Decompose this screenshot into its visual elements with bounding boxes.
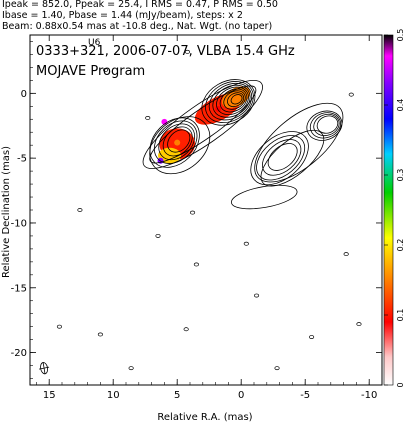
colorbar-tick-label: 0.4 (396, 99, 405, 112)
pol-fill-core-edge (221, 86, 251, 109)
contour-level (223, 90, 246, 110)
jet-envelope-contour (231, 184, 298, 210)
y-tick-label: 0 (21, 89, 27, 100)
y-axis: 0 -5 -10 -15 -20 (11, 41, 382, 379)
noise-contour (183, 327, 189, 332)
contour-level (256, 135, 306, 181)
y-tick-label: -15 (11, 283, 27, 294)
x-tick-label: -10 (361, 390, 377, 401)
jet-envelope-contour (254, 102, 344, 183)
noise-contour (356, 322, 362, 327)
noise-contour (274, 366, 280, 371)
contour-level (261, 139, 302, 176)
noise-contour (190, 210, 196, 215)
noise-contour (254, 293, 260, 298)
contour-level (230, 94, 243, 105)
noise-contours (56, 49, 362, 371)
colorbar-tick-label: 0.1 (396, 309, 405, 322)
y-axis-label: Relative Declination (mas) (1, 146, 12, 278)
contour-level (205, 81, 254, 123)
contour-level (219, 88, 248, 113)
colorbar-tick-label: 0 (396, 382, 405, 387)
noise-contour (309, 335, 315, 339)
jet-envelope-contour (149, 116, 211, 175)
y-tick-label: -20 (11, 348, 27, 359)
header-line-1: Ipeak = 852.0, Ppeak = 25.4, I RMS = 0.4… (2, 0, 278, 10)
noise-contour (102, 68, 109, 72)
plot-title: 0333+321, 2006-07-07, VLBA 15.4 GHz (36, 44, 295, 59)
noise-contour (348, 92, 354, 97)
beam-marker (39, 362, 50, 375)
x-tick-label: -5 (300, 390, 310, 401)
colorbar-tick-label: 0.3 (396, 169, 405, 182)
x-tick-label: 0 (238, 390, 244, 401)
contour-level (313, 113, 340, 137)
beam-cross-v (42, 362, 46, 375)
plot-frame (29, 34, 383, 386)
jet-envelope-contour (260, 129, 325, 187)
noise-contour (184, 49, 190, 54)
pol-patch (215, 105, 222, 112)
header-line-3: Beam: 0.88x0.54 mas at -10.8 deg., Nat. … (2, 21, 273, 32)
noise-contour (193, 262, 199, 267)
contour-level (153, 120, 198, 164)
header-line-2: Ibase = 1.40, Pbase = 1.44 (mJy/beam), s… (2, 10, 243, 21)
noise-contour (243, 241, 249, 246)
contour-level (208, 82, 253, 121)
contour-level (316, 115, 339, 134)
colorbar-tick-label: 0.5 (396, 29, 405, 42)
contour-level (306, 110, 343, 141)
contour-level (250, 131, 309, 186)
plot-subtitle: MOJAVE Program (36, 64, 145, 79)
noise-contour (97, 332, 103, 337)
contour-level (267, 143, 298, 171)
noise-contour (343, 252, 349, 257)
colorbar-tick-label: 0.2 (396, 239, 405, 252)
x-axis-label: Relative R.A. (mas) (157, 412, 252, 423)
x-tick-label: 10 (107, 390, 120, 401)
contour-level (309, 112, 341, 139)
colorbar-ticks: 0 0.1 0.2 0.3 0.4 0.5 (384, 29, 405, 388)
y-tick-label: -10 (11, 218, 27, 229)
contour-level (216, 86, 249, 116)
jet-envelope-contour (142, 79, 263, 169)
pol-patch (174, 139, 181, 146)
jet-envelope-contour (149, 85, 257, 164)
corner-tag: U6 (88, 38, 101, 48)
contour-layer (142, 79, 344, 210)
noise-contour (56, 324, 62, 329)
y-tick-label: -5 (17, 154, 27, 165)
x-tick-label: 15 (43, 390, 56, 401)
noise-contour (77, 208, 83, 212)
noise-contour (145, 116, 151, 120)
contour-level (227, 92, 245, 108)
x-tick-label: 5 (174, 390, 180, 401)
noise-contour (128, 366, 134, 371)
contour-level (167, 129, 191, 153)
contour-level (158, 123, 196, 161)
contour-level (149, 117, 200, 168)
noise-contour (155, 233, 161, 238)
colorbar (383, 34, 394, 386)
x-axis: 15 10 5 0 -5 -10 (36, 35, 377, 401)
